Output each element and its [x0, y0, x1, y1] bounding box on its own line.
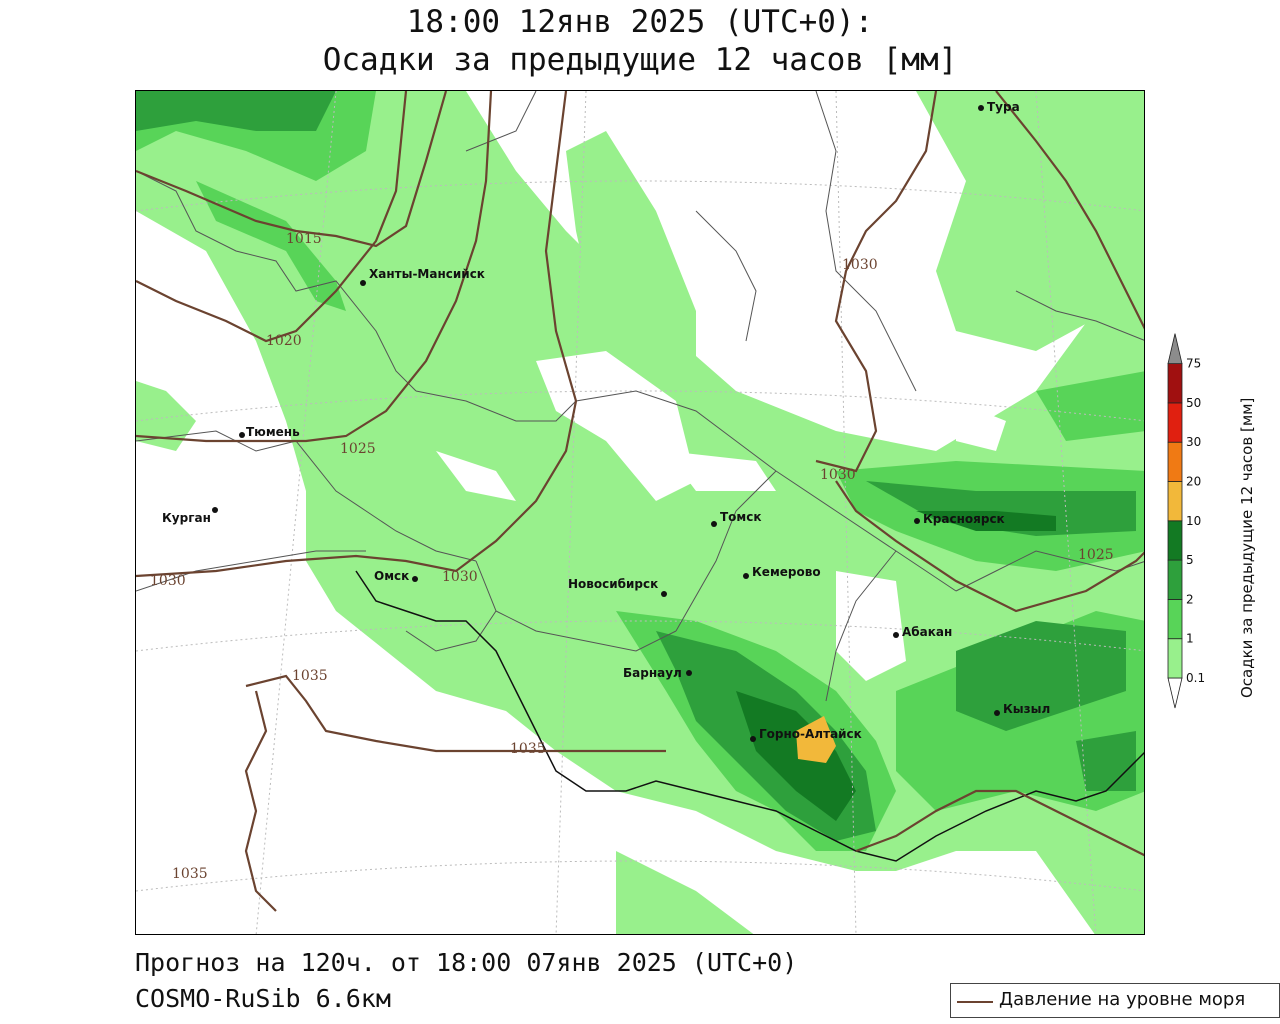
isobar-labels: 1015 1020 1025 1025 1030 1030 1030 1030 …	[150, 231, 1114, 882]
isobar-label: 1035	[292, 668, 328, 684]
isobar-legend: Давление на уровне моря	[950, 983, 1280, 1018]
colorbar: 0.1 1 2 5 10 20 30 50 75 Осадки за предыдущие 12…	[1160, 318, 1280, 713]
isobar-label: 1030	[150, 573, 186, 589]
colorbar-cell	[1167, 363, 1183, 404]
colorbar-cell	[1167, 441, 1183, 482]
city-dot	[686, 670, 692, 676]
city-label: Новосибирск	[568, 577, 658, 591]
isobar-label: 1030	[842, 257, 878, 273]
precip-zone-light	[136, 91, 1144, 934]
city-dot	[239, 432, 245, 438]
colorbar-tick-label: 10	[1186, 514, 1201, 528]
city-label: Кызыл	[1003, 702, 1050, 716]
precip-zone-very-heavy	[736, 511, 1056, 821]
city-dot	[212, 507, 218, 513]
city-kurgan[interactable]: Курган	[162, 507, 218, 525]
colorbar-tick-label: 20	[1186, 475, 1201, 489]
colorbar-cell	[1167, 333, 1183, 364]
colorbar-cell	[1167, 598, 1183, 640]
city-label: Томск	[720, 510, 762, 524]
isobars	[136, 91, 1144, 912]
city-novosibirsk[interactable]: Новосибирск	[568, 577, 667, 597]
isobar-legend-label: Давление на уровне моря	[999, 989, 1246, 1010]
city-dot	[360, 280, 366, 286]
isobar-label: 1025	[1078, 547, 1114, 563]
isobar-label: 1035	[510, 741, 546, 757]
city-dot	[994, 710, 1000, 716]
isobar-label: 1035	[172, 866, 208, 882]
isobar-label: 1030	[820, 467, 856, 483]
city-gorno-altaysk[interactable]: Горно-Алтайск	[750, 727, 862, 742]
colorbar-cells	[1167, 333, 1183, 709]
colorbar-title: Осадки за предыдущие 12 часов [мм]	[1238, 398, 1256, 698]
city-label: Красноярск	[923, 512, 1005, 526]
city-label: Омск	[374, 569, 409, 583]
city-barnaul[interactable]: Барнаул	[623, 666, 692, 680]
city-label: Тура	[987, 100, 1020, 114]
city-label: Барнаул	[623, 666, 682, 680]
colorbar-tick-label: 75	[1186, 357, 1201, 371]
city-tomsk[interactable]: Томск	[711, 510, 762, 527]
colorbar-tick-label: 1	[1186, 632, 1194, 646]
colorbar-cell	[1167, 677, 1183, 709]
city-label: Кемерово	[752, 565, 821, 579]
city-khanty-mansiysk[interactable]: Ханты-Мансийск	[360, 267, 485, 286]
city-dot	[743, 573, 749, 579]
city-dot	[711, 521, 717, 527]
city-label: Абакан	[902, 625, 952, 639]
city-kyzyl[interactable]: Кызыл	[994, 702, 1050, 716]
colorbar-cell	[1167, 481, 1183, 522]
cities: Тура Ханты-Мансийск Тюмень Курган Омск Н…	[162, 100, 1050, 742]
map-title: 18:00 12янв 2025 (UTC+0):	[406, 4, 874, 40]
city-tura[interactable]: Тура	[978, 100, 1020, 114]
city-tyumen[interactable]: Тюмень	[239, 425, 300, 439]
colorbar-labels: 0.1 1 2 5 10 20 30 50 75	[1186, 357, 1205, 685]
city-dot	[893, 632, 899, 638]
admin-borders	[136, 91, 1144, 702]
city-dot	[914, 518, 920, 524]
city-dot	[661, 591, 667, 597]
precipitation-map: 1015 1020 1025 1025 1030 1030 1030 1030 …	[135, 90, 1145, 935]
isobar-label: 1025	[340, 441, 376, 457]
colorbar-cell	[1167, 402, 1183, 443]
city-dot	[412, 576, 418, 582]
city-label: Курган	[162, 511, 211, 525]
colorbar-cell	[1167, 638, 1183, 679]
colorbar-tick-label: 5	[1186, 553, 1194, 567]
model-name: COSMO-RuSib 6.6км	[135, 984, 391, 1013]
forecast-info: Прогноз на 120ч. от 18:00 07янв 2025 (UT…	[135, 948, 798, 977]
map-subtitle: Осадки за предыдущие 12 часов [мм]	[322, 42, 958, 78]
city-abakan[interactable]: Абакан	[893, 625, 952, 639]
colorbar-cell	[1167, 520, 1183, 561]
city-kemerovo[interactable]: Кемерово	[743, 565, 821, 579]
isobar-legend-swatch	[957, 1001, 993, 1003]
isobar-label: 1020	[266, 333, 302, 349]
city-omsk[interactable]: Омск	[374, 569, 418, 583]
colorbar-tick-label: 0.1	[1186, 671, 1205, 685]
graticule	[136, 91, 1144, 934]
city-krasnoyarsk[interactable]: Красноярск	[914, 512, 1005, 526]
colorbar-tick-label: 30	[1186, 435, 1201, 449]
colorbar-tick-label: 2	[1186, 592, 1194, 606]
isobar-label: 1015	[286, 231, 322, 247]
colorbar-cell	[1167, 559, 1183, 600]
map-canvas: 1015 1020 1025 1025 1030 1030 1030 1030 …	[136, 91, 1144, 934]
colorbar-tick-label: 50	[1186, 396, 1201, 410]
isobar-label: 1030	[442, 569, 478, 585]
precip-free-patches	[436, 311, 1006, 681]
precip-zone-extreme	[796, 716, 836, 763]
city-label: Горно-Алтайск	[759, 727, 862, 741]
city-dot	[978, 105, 984, 111]
state-border	[355, 570, 1144, 862]
city-dot	[750, 736, 756, 742]
city-label: Тюмень	[246, 425, 300, 439]
city-label: Ханты-Мансийск	[369, 267, 485, 281]
colorbar-canvas: 0.1 1 2 5 10 20 30 50 75 Осадки за предыдущие 12…	[1167, 333, 1256, 709]
